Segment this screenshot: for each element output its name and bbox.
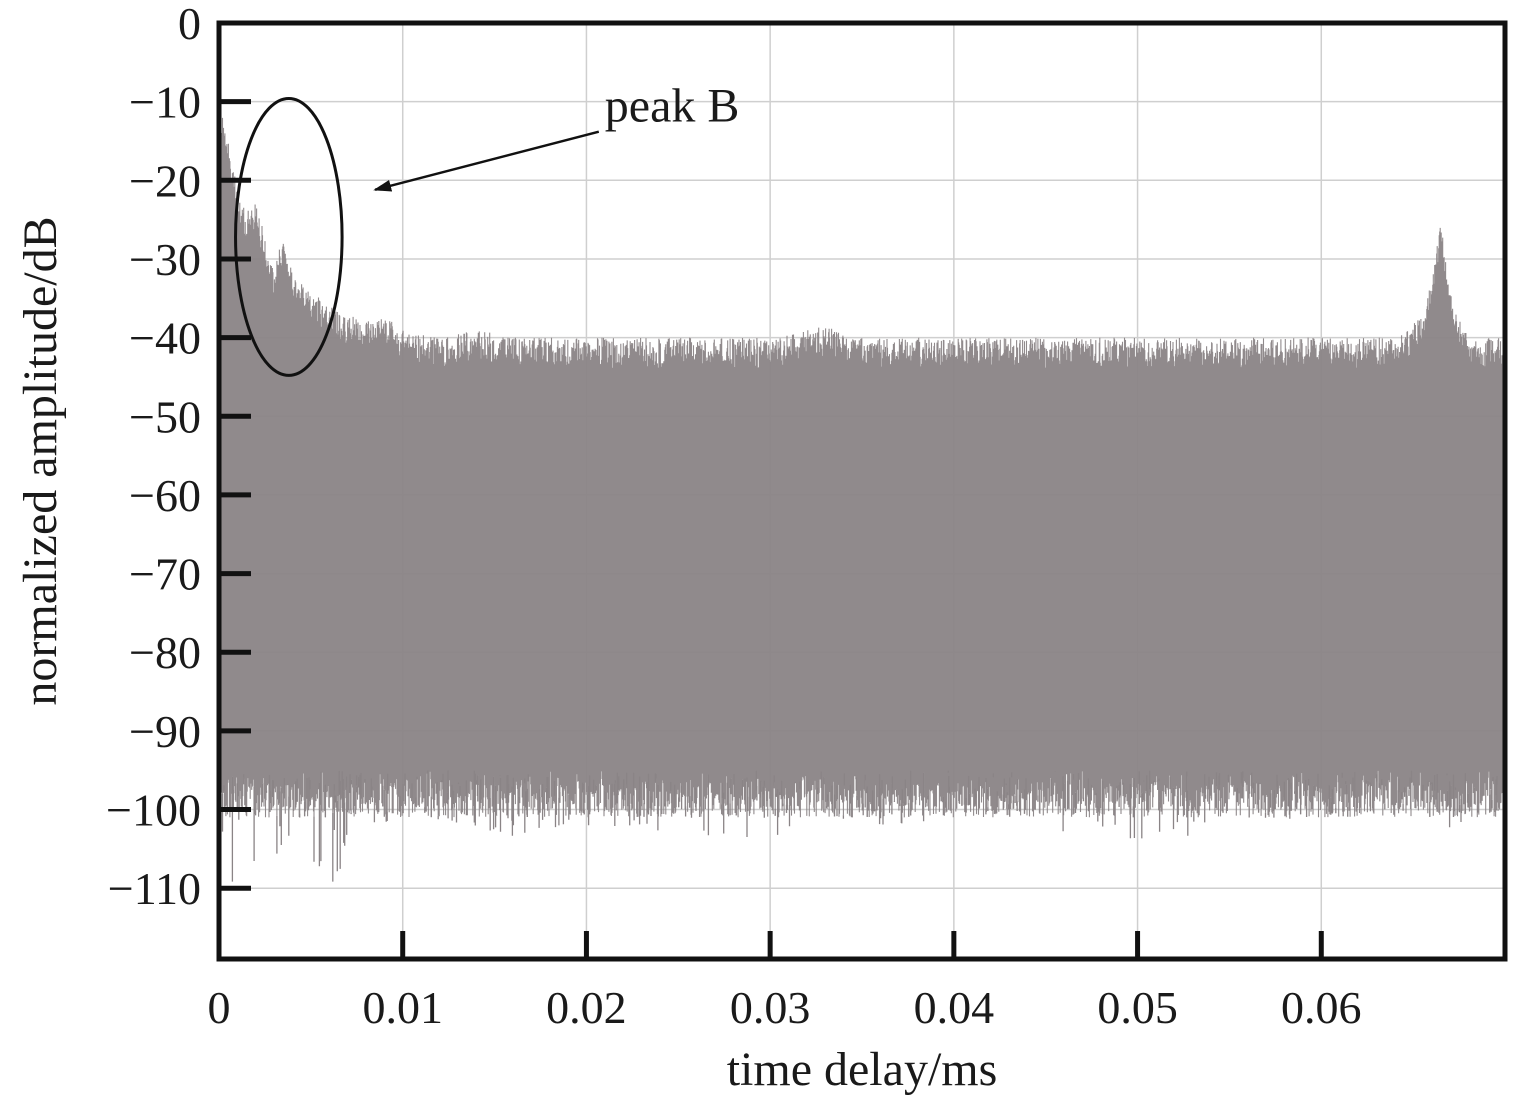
ticks (216, 20, 1324, 959)
y-tick-label: −60 (129, 470, 201, 521)
tick-labels: 0 −10 −20 −30 −40 −50 −60 −70 −80 −90 −100 −110 0 0.0… (106, 0, 1361, 1033)
x-tick-label: 0.05 (1097, 982, 1178, 1033)
y-tick-label: −50 (129, 391, 201, 442)
x-tick-label: 0.02 (546, 982, 627, 1033)
x-axis-label: time delay/ms (727, 1043, 998, 1096)
y-tick-label: −40 (129, 313, 201, 364)
y-axis-label: normalized amplitude/dB (14, 216, 67, 705)
y-tick-label: −90 (129, 706, 201, 757)
x-tick-label: 0.01 (362, 982, 443, 1033)
annotations: peak B (234, 80, 740, 377)
y-tick-label: −110 (108, 863, 201, 914)
series-0-trace (219, 108, 1505, 818)
x-tick-label: 0.04 (914, 982, 995, 1033)
plot-frame (216, 20, 1508, 962)
y-tick-label: −10 (129, 77, 201, 128)
y-tick-label: −70 (129, 549, 201, 600)
x-tick-label: 0 (208, 982, 231, 1033)
peak-b-ellipse (234, 97, 344, 377)
y-tick-label: −30 (129, 234, 201, 285)
peak-b-label: peak B (605, 80, 740, 133)
y-tick-label: −80 (129, 627, 201, 678)
series-layer (219, 108, 1505, 882)
x-tick-label: 0.06 (1281, 982, 1362, 1033)
peak-b-arrow (373, 130, 600, 192)
y-tick-label: −20 (129, 155, 201, 206)
y-tick-label: −100 (106, 785, 201, 836)
series-0-spikes (221, 770, 1498, 882)
y-tick-label: 0 (178, 0, 201, 49)
x-tick-label: 0.03 (730, 982, 811, 1033)
